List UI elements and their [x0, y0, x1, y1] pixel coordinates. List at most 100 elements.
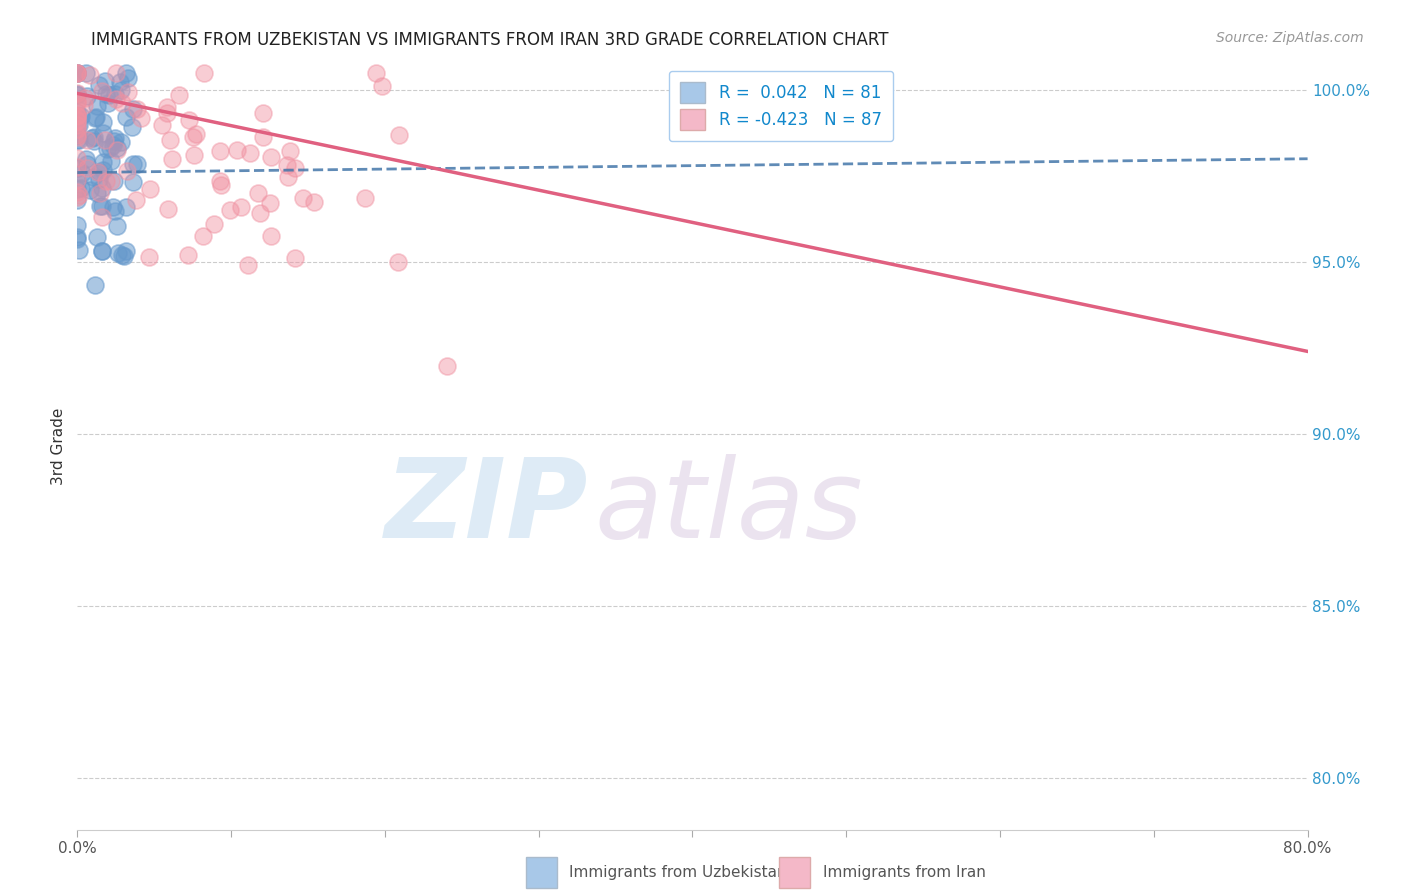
Point [91, 199, 114, 213]
Point [107, 219, 129, 234]
Point [157, 202, 180, 216]
Point [66, 160, 89, 174]
Point [82, 169, 104, 184]
Point [236, 258, 259, 272]
Point [193, 66, 215, 80]
Point [66, 230, 89, 244]
Point [66, 190, 89, 204]
Point [96, 142, 118, 156]
Point [121, 120, 143, 134]
Text: Immigrants from Iran: Immigrants from Iran [823, 865, 986, 880]
Point [138, 250, 160, 264]
Point [115, 244, 138, 259]
Point [93, 133, 115, 147]
Point [89, 165, 111, 179]
Point [179, 113, 201, 128]
Point [66, 118, 89, 132]
Point [183, 148, 205, 162]
Point [76, 89, 98, 103]
Point [90, 244, 112, 259]
Point [225, 143, 247, 157]
Point [91, 163, 114, 178]
Point [125, 193, 148, 207]
Point [66, 133, 89, 147]
Point [87, 172, 110, 186]
Point [86, 229, 108, 244]
Point [371, 78, 394, 93]
Point [388, 128, 411, 143]
Point [105, 66, 128, 80]
Text: IMMIGRANTS FROM UZBEKISTAN VS IMMIGRANTS FROM IRAN 3RD GRADE CORRELATION CHART: IMMIGRANTS FROM UZBEKISTAN VS IMMIGRANTS… [91, 31, 889, 49]
Point [129, 112, 152, 126]
Point [66, 87, 89, 101]
Point [66, 232, 89, 246]
Point [139, 182, 162, 196]
Point [114, 201, 136, 215]
Point [110, 135, 132, 149]
Point [66, 96, 89, 111]
Point [69, 244, 91, 258]
Point [66, 173, 89, 187]
Point [127, 102, 149, 116]
Point [103, 174, 125, 188]
Point [239, 146, 262, 161]
Point [156, 100, 179, 114]
Point [91, 126, 114, 140]
Point [202, 217, 225, 231]
Point [112, 248, 135, 262]
Point [159, 133, 181, 147]
Point [66, 174, 89, 188]
Y-axis label: 3rd Grade: 3rd Grade [51, 408, 66, 484]
Point [105, 140, 128, 154]
Point [76, 161, 98, 176]
Point [69, 181, 91, 195]
Point [66, 161, 89, 176]
Point [259, 196, 281, 211]
Point [117, 85, 139, 99]
Point [66, 66, 89, 80]
Point [122, 102, 145, 116]
Point [276, 158, 298, 172]
Point [110, 83, 132, 97]
Point [387, 254, 409, 268]
Point [86, 99, 108, 113]
Point [97, 96, 120, 111]
Point [94, 174, 117, 188]
Point [66, 87, 89, 102]
Point [76, 133, 98, 147]
Point [104, 203, 127, 218]
Point [117, 70, 139, 85]
Point [66, 112, 89, 127]
Point [66, 122, 89, 136]
Point [260, 150, 283, 164]
Point [66, 109, 89, 123]
Point [122, 157, 145, 171]
Point [93, 154, 115, 169]
Point [260, 229, 283, 244]
Point [122, 175, 145, 189]
Point [100, 141, 122, 155]
Point [284, 161, 307, 176]
Point [90, 244, 112, 259]
Point [115, 164, 138, 178]
Point [107, 246, 129, 260]
Point [105, 143, 128, 157]
Point [291, 191, 314, 205]
Point [104, 131, 127, 145]
Point [66, 109, 89, 123]
Point [73, 91, 96, 105]
Point [111, 248, 134, 262]
Point [249, 205, 271, 219]
Point [79, 69, 101, 83]
Point [208, 174, 231, 188]
Point [67, 118, 90, 132]
Text: atlas: atlas [595, 454, 863, 561]
Point [167, 87, 190, 102]
Point [104, 87, 127, 102]
Point [115, 66, 138, 80]
Point [66, 119, 89, 133]
Point [94, 87, 117, 102]
Point [181, 130, 204, 145]
Point [66, 113, 89, 128]
Point [73, 98, 96, 112]
